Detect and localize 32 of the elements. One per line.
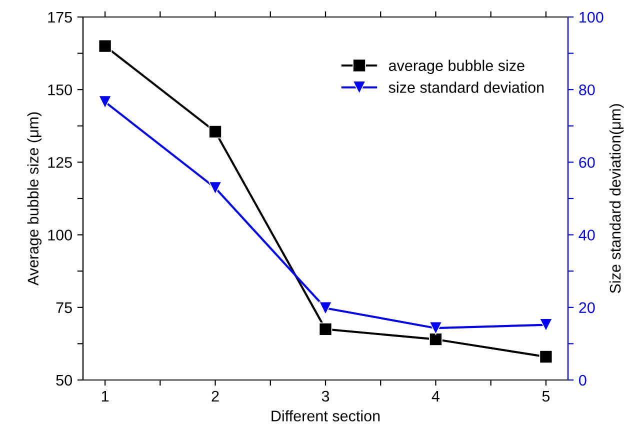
point bbox=[208, 181, 222, 195]
point bbox=[318, 301, 332, 315]
y2-tick-label: 40 bbox=[578, 230, 595, 240]
legend-label: size standard deviation bbox=[388, 82, 544, 93]
x-tick-label: 1 bbox=[102, 390, 109, 402]
y2-axis-title: Size standard deviation(μm) bbox=[609, 104, 624, 294]
y-tick-label: 50 bbox=[56, 374, 72, 386]
y2-tick-label: 0 bbox=[579, 374, 586, 386]
y-tick-label: 175 bbox=[48, 12, 72, 23]
point bbox=[208, 125, 222, 138]
x-tick-label: 5 bbox=[542, 390, 550, 402]
legend-label: average bubble size bbox=[388, 60, 524, 74]
y2-tick-label: 20 bbox=[579, 302, 595, 314]
y-tick-label: 125 bbox=[48, 157, 72, 168]
x-tick-label: 3 bbox=[322, 390, 330, 402]
x-axis-title: Different section bbox=[272, 410, 380, 422]
x-tick-label: 2 bbox=[212, 390, 219, 402]
y-tick-label: 150 bbox=[48, 84, 72, 96]
y-tick-label: 75 bbox=[56, 302, 72, 314]
y2-tick-label: 100 bbox=[580, 12, 604, 23]
point bbox=[429, 332, 442, 346]
x-tick-label: 4 bbox=[432, 390, 440, 402]
y2-tick-label: 80 bbox=[579, 84, 595, 96]
y2-tick-label: 60 bbox=[579, 157, 595, 168]
point bbox=[429, 321, 442, 335]
point bbox=[539, 350, 553, 364]
point bbox=[318, 322, 332, 336]
point bbox=[98, 95, 112, 109]
point bbox=[98, 39, 112, 53]
point bbox=[539, 318, 553, 332]
y-tick-label: 100 bbox=[48, 230, 72, 240]
y-axis-title: Average bubble size (μm) bbox=[27, 112, 42, 286]
